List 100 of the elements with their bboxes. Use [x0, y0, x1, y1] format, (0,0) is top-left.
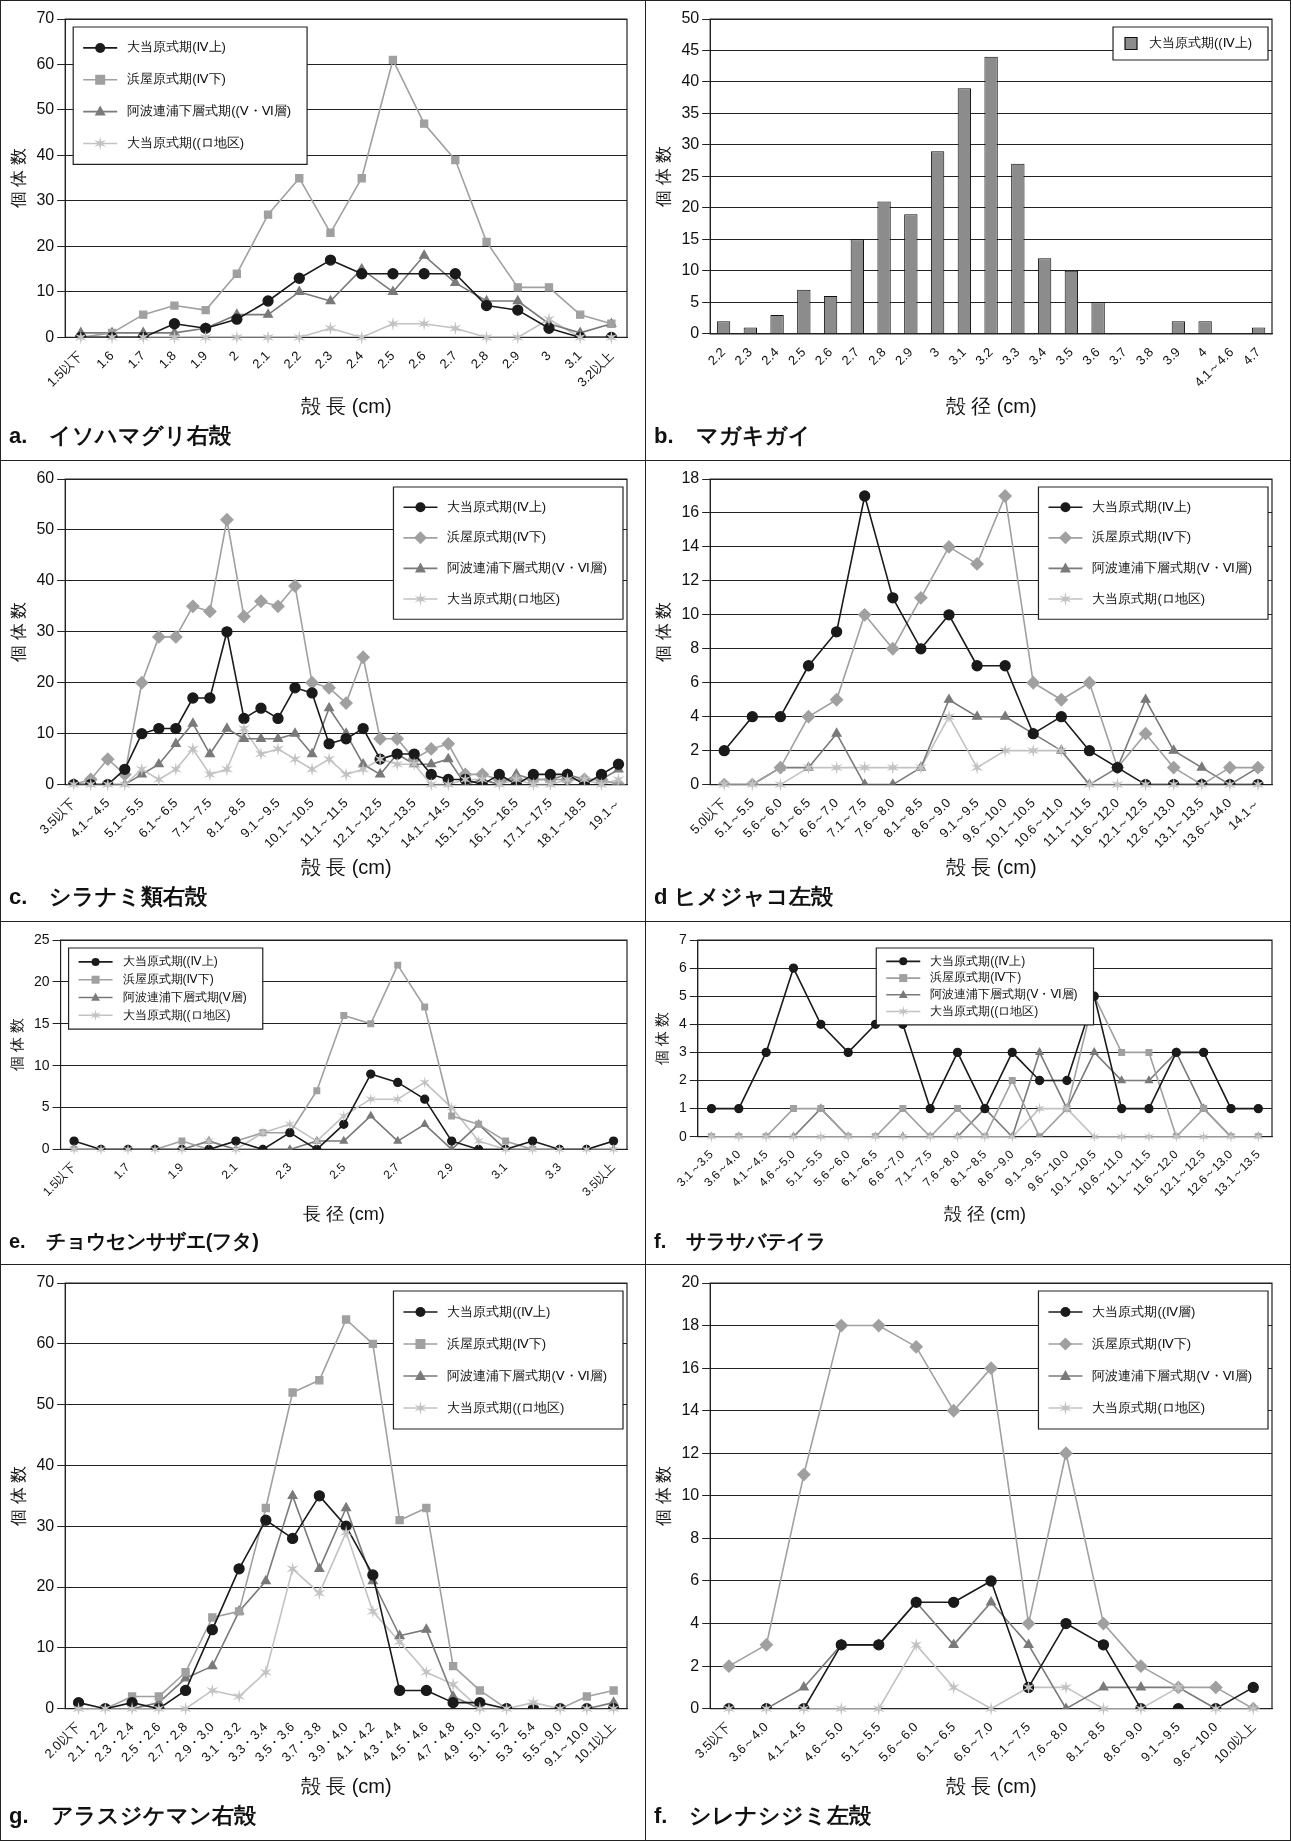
legend-label: 大当原式期(Ⅳ上) — [447, 498, 547, 514]
legend-label: 浜屋原式期(Ⅳ下) — [930, 970, 1022, 985]
y-tick-label: 10 — [33, 1056, 50, 1073]
y-tick-label: 0 — [41, 1140, 50, 1157]
y-tick-label: 25 — [33, 930, 50, 947]
y-tick-label: 18 — [681, 469, 700, 487]
x-tick-label: 2.4 — [342, 347, 367, 372]
y-tick-label: 10 — [36, 282, 55, 300]
y-tick-label: 40 — [36, 145, 55, 163]
x-tick-label: 3.7 — [1106, 344, 1130, 368]
y-tick-label: 70 — [36, 1273, 55, 1291]
x-tick-label: 1.8 — [155, 347, 180, 372]
x-tick-label: 3.4 — [1025, 344, 1050, 368]
y-tick-label: 8 — [690, 639, 700, 657]
y-tick-label: 20 — [36, 1577, 55, 1595]
legend-label: 大当原式期(ロ地区) — [1092, 590, 1206, 606]
legend-label: 大当原式期((ロ地区) — [447, 1399, 565, 1415]
x-tick-label: 2 — [225, 347, 242, 364]
y-axis-title: 個 体 数 — [8, 1018, 26, 1072]
legend-label: 浜屋原式期(Ⅳ下) — [127, 71, 226, 87]
y-tick-label: 5 — [690, 292, 700, 310]
legend-label: 大当原式期((Ⅳ層) — [1092, 1303, 1196, 1319]
y-tick-label: 0 — [45, 327, 55, 345]
y-axis-title: 個 体 数 — [8, 147, 28, 209]
legend-label: 大当原式期(Ⅳ上) — [127, 39, 226, 55]
y-tick-label: 3 — [678, 1043, 687, 1060]
y-tick-label: 40 — [36, 571, 55, 589]
x-axis-title: 長 径 (cm) — [302, 1204, 385, 1225]
y-tick-label: 50 — [681, 9, 700, 27]
x-tick-label: 2.1 — [249, 347, 273, 372]
y-tick-label: 2 — [690, 1656, 700, 1674]
y-tick-label: 60 — [36, 469, 55, 487]
x-tick-label: 1.5以下 — [39, 1160, 79, 1199]
x-tick-label: 3.1 — [945, 344, 969, 368]
y-tick-label: 20 — [681, 198, 700, 216]
x-tick-label: 3 — [537, 347, 554, 364]
x-tick-label: 3.3 — [542, 1159, 565, 1182]
y-tick-label: 15 — [681, 229, 700, 247]
x-axis-title: 殻 長 (cm) — [945, 1775, 1037, 1798]
x-tick-label: 3.5 — [1052, 344, 1077, 368]
x-tick-label: 1.6 — [93, 347, 117, 372]
y-tick-label: 20 — [681, 1273, 700, 1291]
y-tick-label: 8 — [690, 1528, 700, 1546]
x-tick-label: 2.5 — [785, 344, 809, 368]
y-tick-label: 6 — [690, 1571, 700, 1589]
y-axis-title: 個 体 数 — [8, 1465, 28, 1527]
y-tick-label: 0 — [678, 1127, 687, 1144]
legend-label: 大当原式期((Ⅳ上) — [447, 1303, 551, 1319]
x-tick-label: 2.9 — [892, 344, 916, 368]
x-axis-title: 殻 径 (cm) — [943, 1204, 1026, 1225]
y-tick-label: 5 — [41, 1098, 50, 1115]
y-tick-label: 45 — [681, 40, 700, 58]
x-axis-title: 殻 長 (cm) — [300, 856, 392, 879]
x-tick-label: 2.6 — [811, 344, 836, 368]
x-tick-label: 1.7 — [110, 1159, 133, 1182]
x-tick-label: 1.7 — [124, 347, 148, 372]
y-tick-label: 60 — [36, 1334, 55, 1352]
x-tick-label: 4.7 — [1239, 344, 1264, 368]
x-tick-label: 2.7 — [838, 344, 862, 368]
y-tick-label: 20 — [36, 673, 55, 691]
x-tick-label: 19.1～ — [585, 795, 624, 833]
x-tick-label: 3 — [926, 344, 943, 361]
legend-label: 阿波連浦下層式期(Ⅴ・Ⅵ層) — [447, 559, 607, 575]
text: a. イソハマグリ右殻 — [9, 422, 233, 448]
legend-label: 大当原式期((ロ地区) — [930, 1003, 1039, 1018]
legend-label: 大当原式期((Ⅳ上) — [1149, 35, 1252, 51]
legend-label: 大当原式期((Ⅳ上) — [930, 953, 1026, 968]
y-tick-label: 0 — [45, 1699, 55, 1717]
x-tick-label: 3.3 — [999, 344, 1023, 368]
y-tick-label: 1 — [678, 1099, 687, 1116]
x-tick-label: 2.3 — [731, 344, 755, 368]
y-axis-title: 個 体 数 — [653, 146, 673, 207]
x-tick-label: 3.8 — [1132, 344, 1157, 368]
x-tick-label: 2.3 — [272, 1159, 295, 1182]
x-tick-label: 2.4 — [758, 344, 782, 368]
y-tick-label: 0 — [690, 775, 700, 792]
x-tick-label: 2.1 — [218, 1159, 241, 1182]
legend-label: 阿波連浦下層式期(Ⅴ・Ⅵ層) — [1092, 1367, 1252, 1383]
y-tick-label: 60 — [36, 54, 55, 72]
legend-label: 浜屋原式期(Ⅳ下) — [1092, 529, 1192, 545]
x-tick-label: 2.8 — [467, 347, 492, 372]
y-tick-label: 12 — [681, 1443, 700, 1461]
y-tick-label: 16 — [681, 1358, 700, 1376]
y-tick-label: 50 — [36, 1395, 55, 1413]
y-tick-label: 6 — [678, 958, 687, 975]
x-tick-label: 3.5以上 — [579, 1160, 618, 1199]
x-axis-title: 殻 長 (cm) — [945, 856, 1037, 879]
y-tick-label: 14 — [681, 1401, 700, 1419]
legend-label: 大当原式期(Ⅳ上) — [1092, 498, 1192, 514]
y-tick-label: 0 — [690, 324, 700, 342]
x-tick-label: 3.6 — [1079, 344, 1103, 368]
x-tick-label: 2.9 — [499, 347, 523, 372]
x-tick-label: 2.5 — [326, 1159, 349, 1182]
y-tick-label: 4 — [678, 1015, 687, 1032]
y-tick-label: 4 — [690, 1613, 700, 1631]
legend-label: 大当原式期(ロ地区) — [1092, 1399, 1206, 1415]
x-tick-label: 2.8 — [865, 344, 889, 368]
x-tick-label: 3.1 — [488, 1159, 511, 1182]
y-tick-label: 18 — [681, 1315, 700, 1333]
x-tick-label: 2.3 — [311, 347, 336, 372]
